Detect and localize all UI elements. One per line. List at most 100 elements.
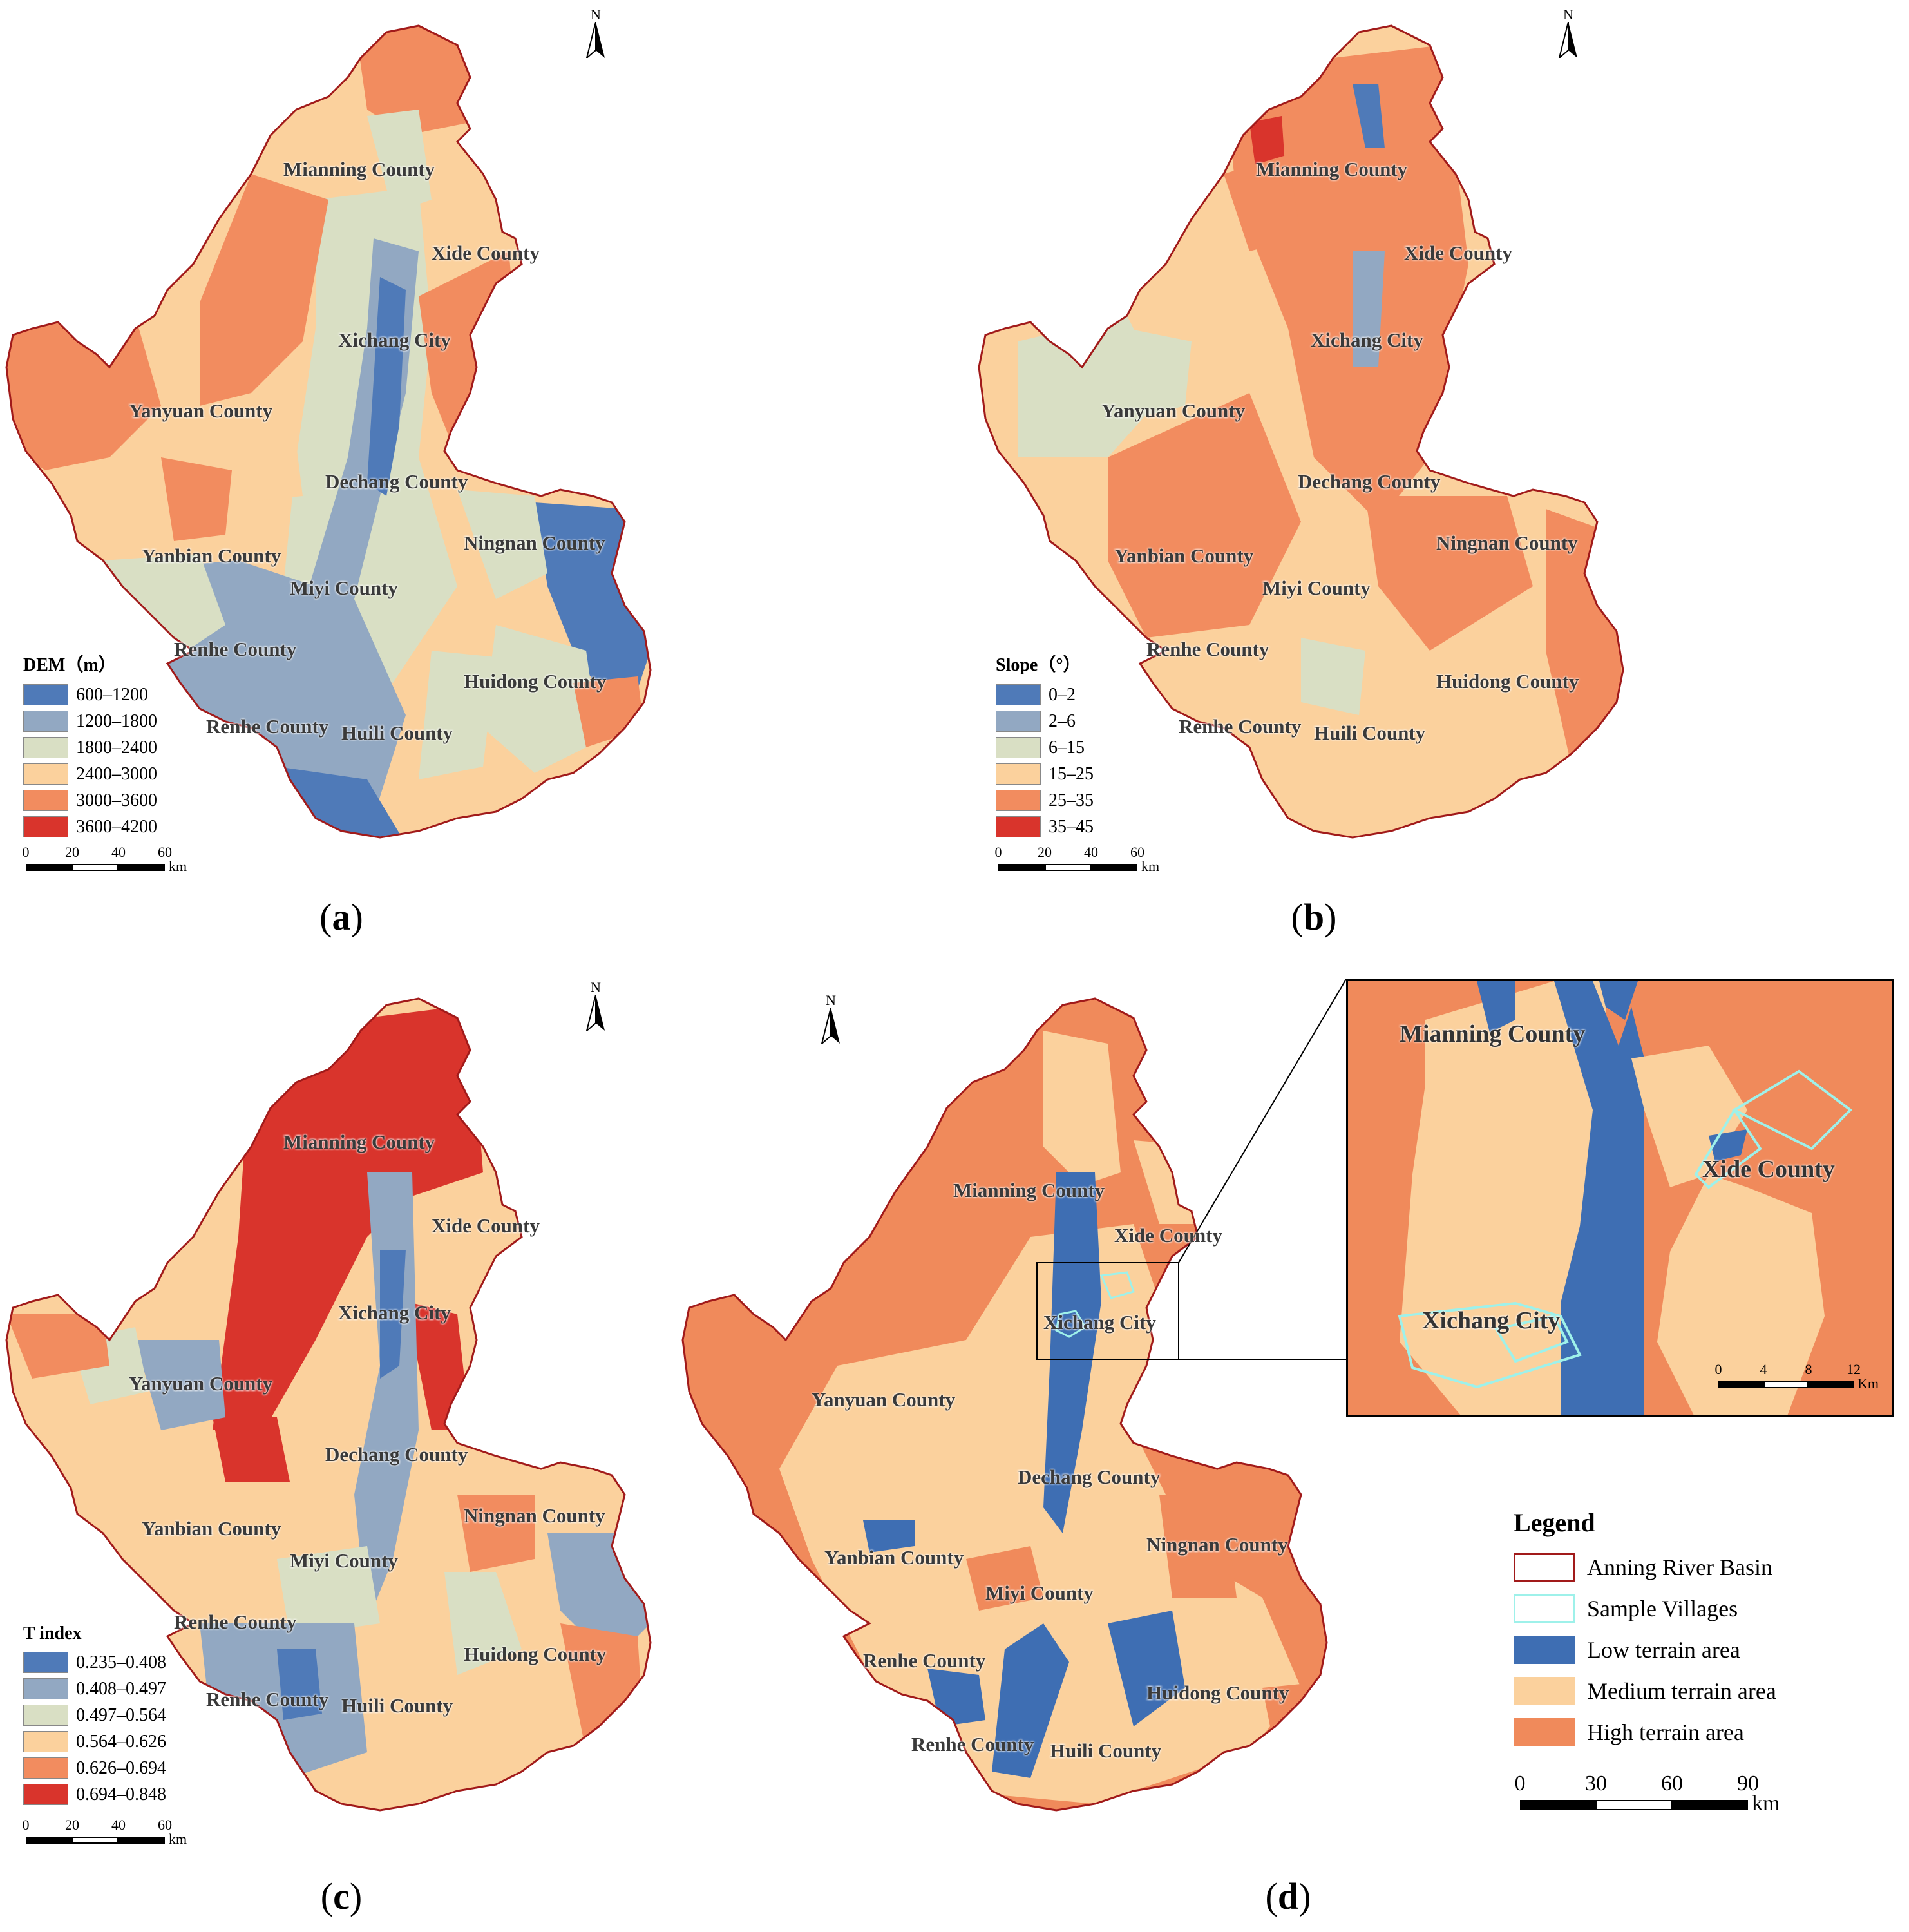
label-xichang: Xichang City	[338, 329, 451, 351]
inset-label-xide: Xide County	[1702, 1156, 1835, 1183]
slope-legend: Slope（°） 0–2 2–6 6–15 15–25 25–35 35–45	[996, 651, 1094, 840]
panel-d-terrain-map: Mianning County Xide County Xichang City…	[681, 979, 1906, 1926]
dem-map-area	[5, 24, 652, 839]
label-xide: Xide County	[1404, 242, 1512, 264]
scale-tick: 60	[158, 1817, 172, 1833]
scale-tick: 0	[22, 1817, 30, 1833]
label-renhe-1: Renhe County	[174, 638, 297, 660]
legend-label: High terrain area	[1587, 1719, 1744, 1745]
scale-bar: 0 30 60 90 km	[1515, 1772, 1780, 1815]
legend-swatch	[23, 737, 68, 758]
label-dechang: Dechang County	[1018, 1466, 1161, 1488]
scale-bar: 0 20 40 60 km	[995, 844, 1160, 874]
panel-a-dem-map: Mianning County Xide County Xichang City…	[5, 6, 934, 947]
label-ningnan: Ningnan County	[464, 531, 605, 554]
legend-swatch	[996, 763, 1041, 785]
scale-tick: 0	[22, 844, 30, 860]
panel-caption-b: (b)	[1291, 896, 1337, 938]
terrain-legend-title: Legend	[1514, 1508, 1595, 1537]
legend-label: Sample Villages	[1587, 1596, 1738, 1621]
legend-label: 0.694–0.848	[76, 1784, 166, 1804]
legend-row: 0.694–0.848	[23, 1781, 166, 1808]
terrain-legend: Legend Anning River Basin Sample Village…	[1514, 1507, 1776, 1753]
legend-swatch	[996, 790, 1041, 811]
legend-swatch	[23, 1757, 68, 1779]
legend-row: 25–35	[996, 787, 1094, 814]
scale-tick: 40	[111, 1817, 126, 1833]
legend-row: 1800–2400	[23, 734, 157, 761]
legend-swatch	[996, 737, 1041, 758]
label-miyi: Miyi County	[1262, 577, 1371, 599]
label-renhe-2: Renhe County	[1179, 715, 1302, 738]
legend-swatch	[23, 711, 68, 732]
label-xide: Xide County	[432, 1214, 540, 1237]
legend-label: 0.626–0.694	[76, 1757, 166, 1778]
legend-label: 3000–3600	[76, 790, 157, 810]
terrain-map-area	[681, 979, 1347, 1812]
label-yanyuan: Yanyuan County	[812, 1388, 956, 1411]
legend-row: 6–15	[996, 734, 1094, 761]
scale-tick: 40	[111, 844, 126, 860]
legend-swatch	[1514, 1594, 1575, 1623]
legend-label: 15–25	[1049, 763, 1094, 784]
label-dechang: Dechang County	[1298, 470, 1441, 493]
scale-tick: 20	[65, 844, 79, 860]
legend-label: Low terrain area	[1587, 1637, 1740, 1663]
legend-row: 0–2	[996, 682, 1094, 708]
scale-bar: 0 20 40 60 km	[22, 1817, 187, 1847]
label-yanyuan: Yanyuan County	[1101, 399, 1246, 422]
tindex-map-area	[5, 997, 652, 1812]
label-ningnan: Ningnan County	[464, 1504, 605, 1527]
legend-row: 600–1200	[23, 682, 157, 708]
scale-unit: km	[169, 1831, 187, 1847]
scale-tick: 0	[1714, 1361, 1722, 1377]
legend-label: 2–6	[1049, 711, 1076, 731]
scale-unit: km	[1752, 1792, 1780, 1815]
label-renhe-1: Renhe County	[174, 1611, 297, 1633]
panel-b-slope-map: Mianning County Xide County Xichang City…	[978, 6, 1906, 947]
legend-swatch	[1514, 1677, 1575, 1705]
legend-label: 2400–3000	[76, 763, 157, 784]
legend-label: 6–15	[1049, 737, 1085, 758]
label-miyi: Miyi County	[290, 577, 398, 599]
legend-row: 15–25	[996, 761, 1094, 787]
scale-tick: 8	[1805, 1361, 1812, 1377]
legend-row: 3000–3600	[23, 787, 157, 814]
label-renhe-1: Renhe County	[1146, 638, 1269, 660]
legend-swatch	[23, 790, 68, 811]
label-xichang: Xichang City	[338, 1301, 451, 1324]
legend-label: 1200–1800	[76, 711, 157, 731]
legend-row: Low terrain area	[1514, 1629, 1776, 1670]
legend-swatch	[996, 711, 1041, 732]
legend-label: 0.497–0.564	[76, 1705, 166, 1725]
legend-swatch	[23, 1678, 68, 1699]
label-ningnan: Ningnan County	[1146, 1533, 1288, 1556]
scale-tick: 30	[1585, 1772, 1607, 1795]
tindex-legend-title: T index	[23, 1623, 82, 1643]
legend-label: 1800–2400	[76, 737, 157, 758]
label-dechang: Dechang County	[325, 1443, 468, 1466]
scale-tick: 60	[1661, 1772, 1683, 1795]
legend-row: 0.235–0.408	[23, 1649, 166, 1676]
legend-row: 1200–1800	[23, 708, 157, 734]
legend-row: 0.497–0.564	[23, 1702, 166, 1728]
scale-unit: km	[169, 858, 187, 874]
scale-tick: 90	[1737, 1772, 1759, 1795]
panel-caption-d: (d)	[1265, 1875, 1311, 1917]
legend-label: 25–35	[1049, 790, 1094, 810]
slope-legend-title: Slope（°）	[996, 655, 1081, 675]
label-mianning: Mianning County	[283, 158, 435, 180]
north-arrow-icon: N	[583, 6, 609, 58]
legend-swatch	[23, 816, 68, 837]
legend-row: 35–45	[996, 814, 1094, 840]
tindex-legend: T index 0.235–0.408 0.408–0.497 0.497–0.…	[23, 1623, 166, 1808]
scale-tick: 60	[158, 844, 172, 860]
scale-tick: 20	[1038, 844, 1052, 860]
inset-scale-bar: 0 4 8 12 Km	[1714, 1361, 1879, 1391]
label-xide: Xide County	[1114, 1224, 1222, 1247]
panel-caption-a: (a)	[319, 896, 363, 938]
label-yanyuan: Yanyuan County	[129, 399, 273, 422]
label-yanyuan: Yanyuan County	[129, 1372, 273, 1395]
legend-row: 0.564–0.626	[23, 1728, 166, 1755]
legend-label: Medium terrain area	[1587, 1678, 1776, 1704]
